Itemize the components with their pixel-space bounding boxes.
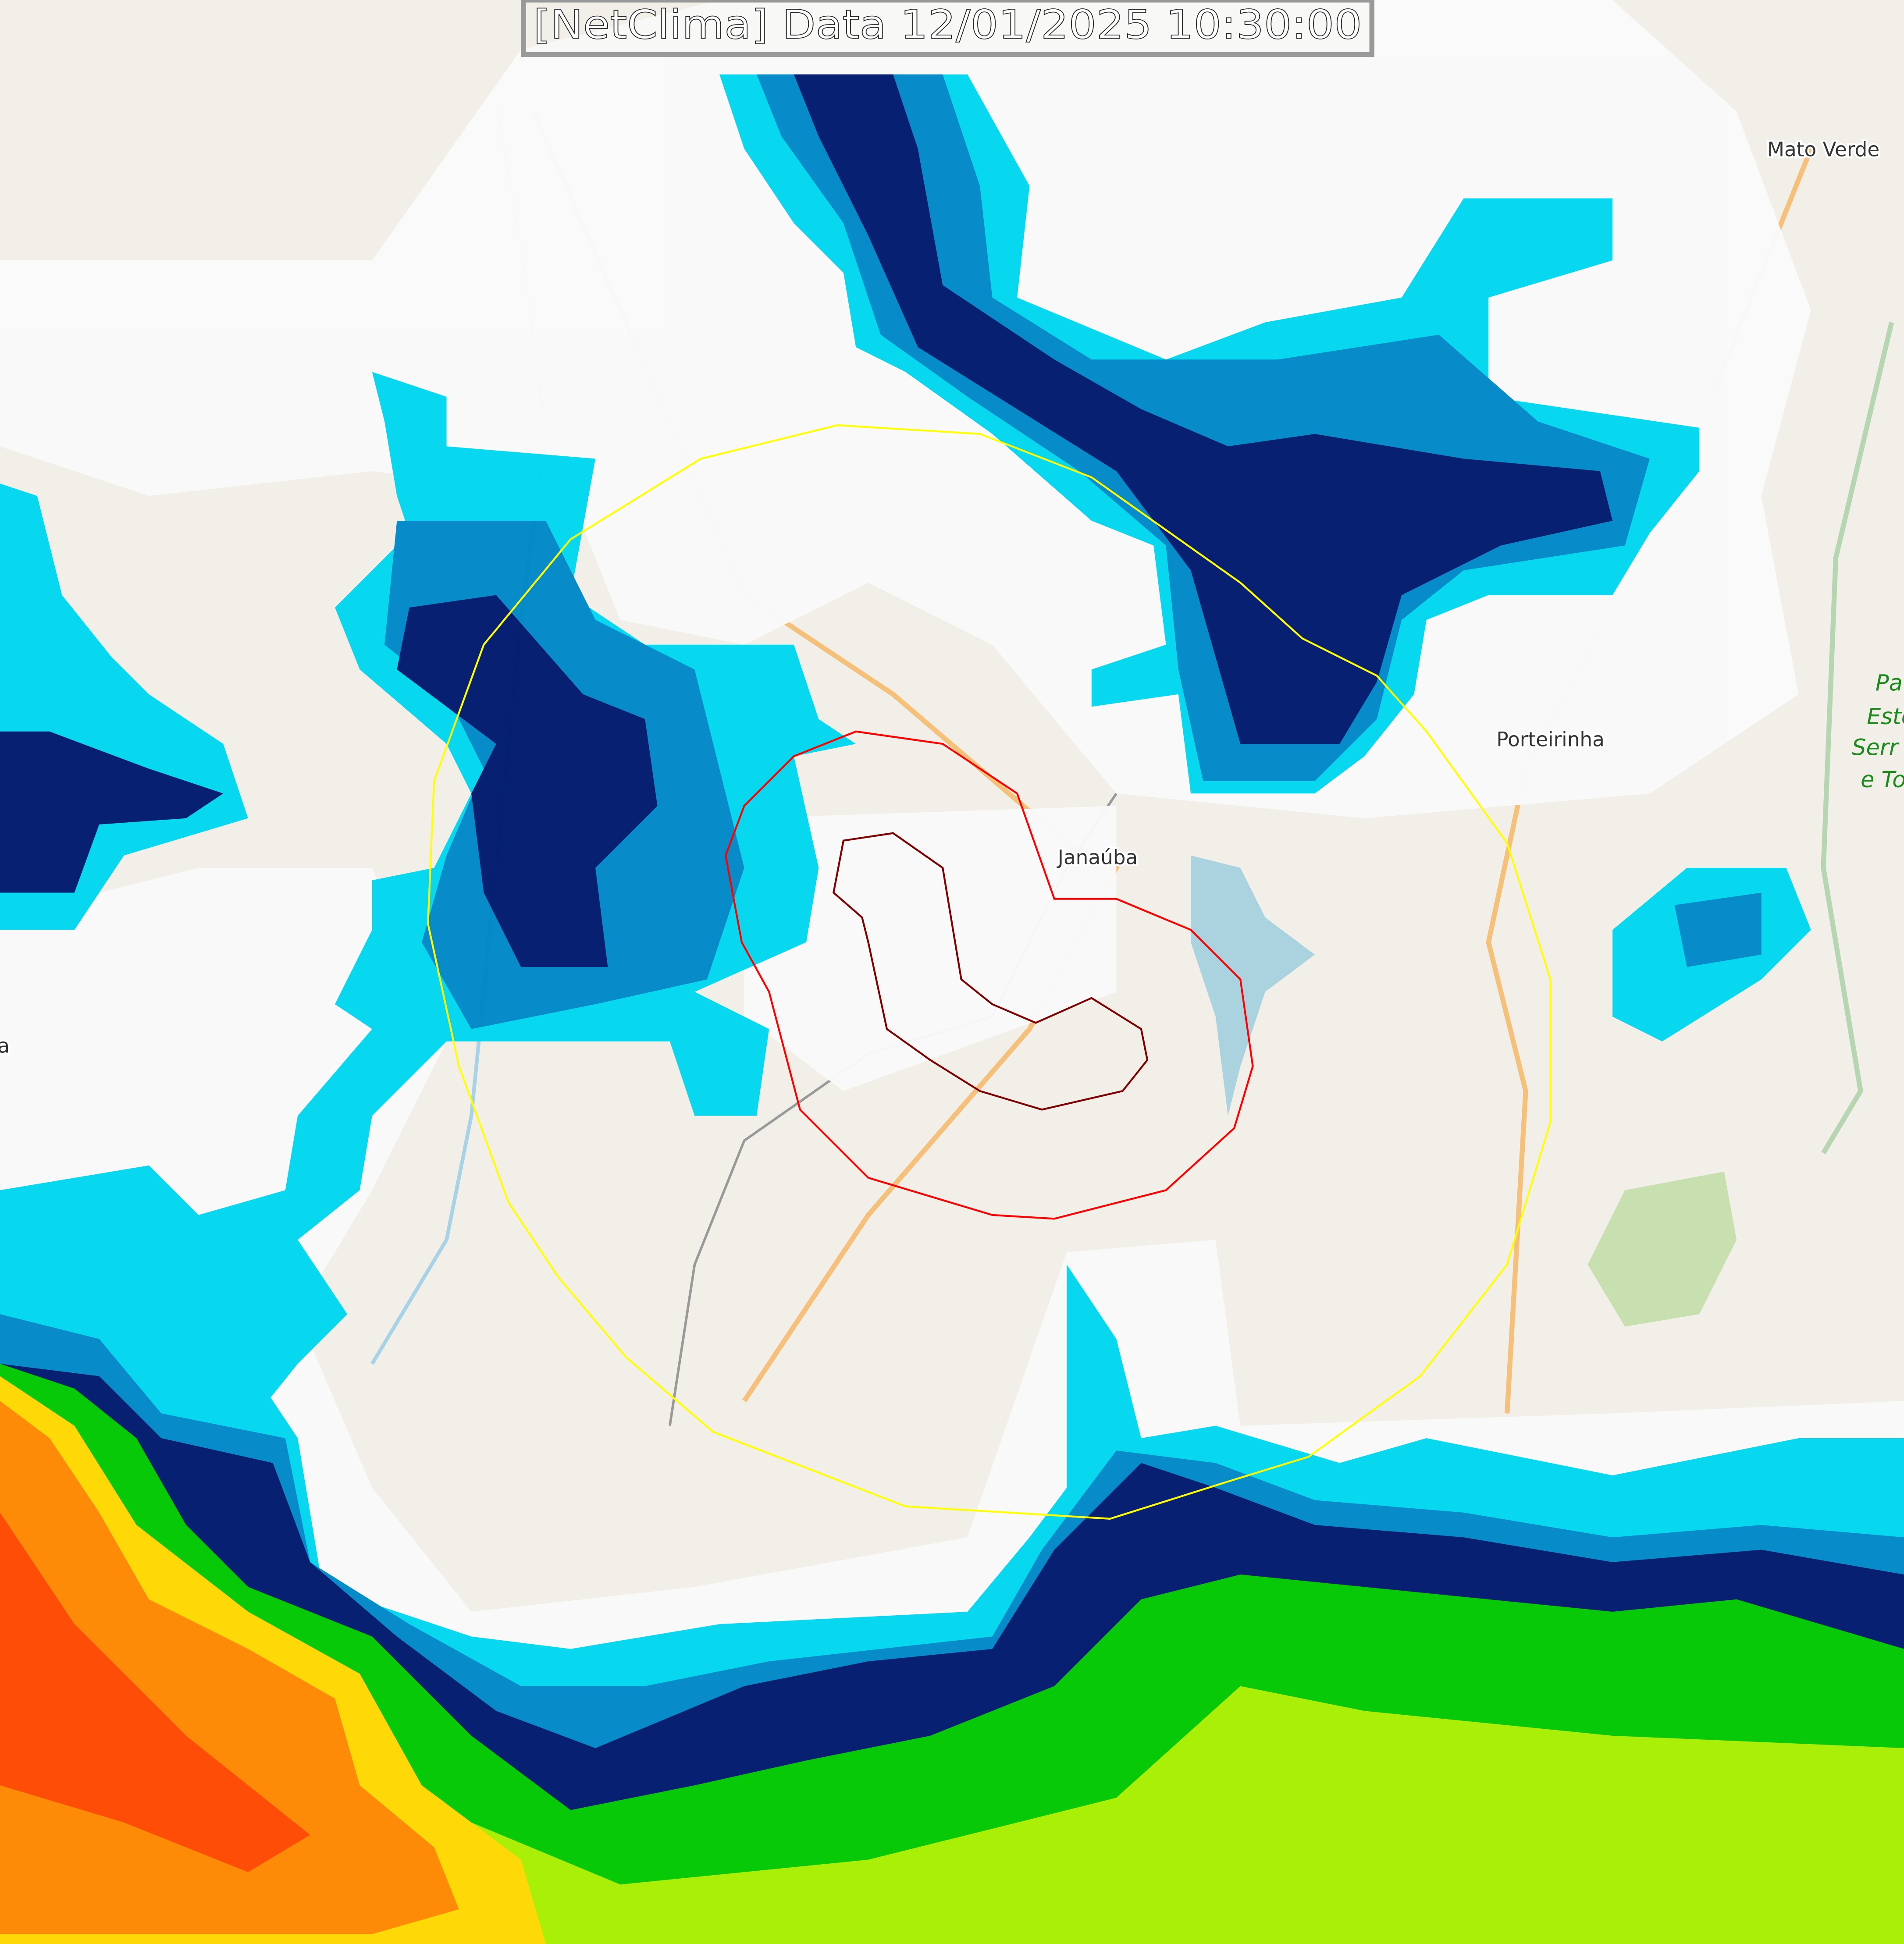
park-label-line: Este [1867, 704, 1904, 730]
precip-blue [756, 74, 1650, 781]
precip-yellow-green [0, 1463, 1904, 1944]
precip-navy [794, 74, 1613, 744]
title-text: [NetClima] Data 12/01/2025 10:30:00 [534, 2, 1362, 48]
precip-navy [397, 595, 658, 967]
park-area [1587, 1171, 1737, 1327]
place-label-mato-verde: Mato Verde [1767, 138, 1879, 161]
precip-navy [0, 731, 224, 893]
lake [1191, 855, 1315, 1116]
place-label-porteirinha: Porteirinha [1496, 728, 1604, 751]
outer-range-ring [427, 424, 1552, 1520]
precip-red-orange [0, 1512, 310, 1872]
park-label-line: Pa [1876, 670, 1903, 696]
inner-range-ring [832, 832, 1149, 1111]
place-label-left-edge: a [0, 1034, 10, 1057]
park-label-line: Serr [1852, 735, 1900, 761]
park-label-line: e To [1861, 767, 1904, 793]
middle-range-ring [724, 730, 1254, 1220]
park-label: Pa Este Serr e To [1850, 668, 1904, 795]
precip-blue [1674, 892, 1762, 967]
place-label-janauba: Janaúba [1057, 846, 1138, 869]
park-boundary [1821, 322, 1894, 1155]
title-banner: [NetClima] Data 12/01/2025 10:30:00 [521, 0, 1374, 57]
